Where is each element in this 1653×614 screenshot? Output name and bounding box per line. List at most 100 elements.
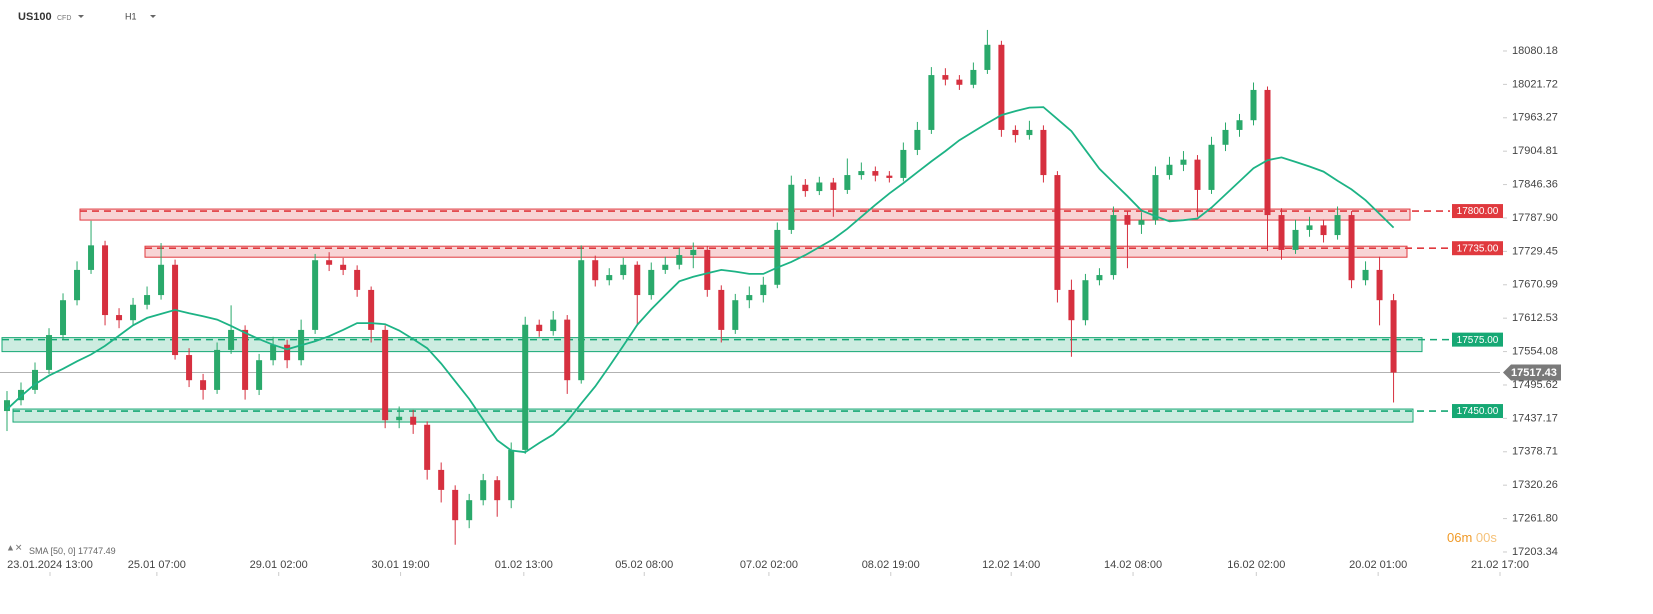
candle-body: [466, 500, 473, 521]
candle-body: [1348, 215, 1355, 281]
candle-body: [130, 304, 137, 321]
candle-body: [116, 315, 123, 321]
candle-body: [354, 269, 361, 290]
candle-body: [1054, 175, 1061, 290]
x-tick-label: 16.02 02:00: [1227, 559, 1285, 571]
y-tick-label: 17554.08: [1512, 345, 1558, 357]
candle-body: [704, 249, 711, 290]
candle-body: [1068, 289, 1075, 321]
candle-body: [886, 175, 893, 178]
candle-body: [830, 182, 837, 190]
y-tick-label: 17963.27: [1512, 112, 1558, 124]
candle-body: [858, 171, 865, 176]
candle-body: [74, 269, 81, 301]
level-tag-label: 17800.00: [1457, 206, 1499, 217]
candle-body: [900, 149, 907, 178]
x-tick-label: 23.01.2024 13:00: [7, 559, 93, 571]
y-tick-label: 17203.34: [1512, 546, 1558, 558]
timeframe-caret[interactable]: [150, 15, 156, 18]
candle-body: [326, 260, 333, 265]
y-tick-label: 18080.18: [1512, 45, 1558, 57]
current-price-tag: [1503, 364, 1561, 381]
candle-body: [634, 264, 641, 296]
x-tick-label: 14.02 08:00: [1104, 559, 1162, 571]
timeframe[interactable]: H1: [125, 11, 137, 21]
candle-body: [4, 400, 11, 412]
candle-body: [424, 424, 431, 470]
x-tick-label: 21.02 17:00: [1471, 559, 1529, 571]
symbol[interactable]: US100: [18, 11, 52, 23]
candle-body: [718, 289, 725, 330]
candle-body: [1012, 129, 1019, 136]
level-tag: [1452, 241, 1503, 256]
candle-body: [452, 489, 459, 521]
candle-body: [732, 300, 739, 330]
candle-body: [270, 344, 277, 361]
candle-body: [368, 289, 375, 330]
candle-body: [662, 264, 669, 270]
y-tick-label: 17904.81: [1512, 145, 1558, 157]
candle-body: [746, 295, 753, 301]
level-tag-label: 17450.00: [1457, 406, 1499, 417]
y-tick-label: 17787.90: [1512, 212, 1558, 224]
candle-body: [592, 260, 599, 281]
candle-body: [788, 184, 795, 230]
candle-body: [1138, 220, 1145, 225]
timer-minutes: 06m: [1447, 530, 1472, 545]
candle-body: [648, 269, 655, 296]
level-tag: [1452, 404, 1503, 419]
candle-body: [1180, 159, 1187, 165]
candle-body: [1096, 275, 1103, 281]
candle-body: [1040, 129, 1047, 176]
x-tick-label: 30.01 19:00: [371, 559, 429, 571]
level-zone: [79, 208, 1411, 221]
candle-body: [1222, 129, 1229, 145]
level-zone: [1, 337, 1423, 353]
candle-body: [1166, 164, 1173, 176]
indicator-icons[interactable]: ▲✕: [6, 542, 22, 552]
y-tick-label: 17495.62: [1512, 379, 1558, 391]
candle-body: [928, 75, 935, 130]
x-tick-label: 07.02 02:00: [740, 559, 798, 571]
current-price-label: 17517.43: [1511, 367, 1557, 379]
candle-body: [312, 260, 319, 330]
candle-body: [1264, 89, 1271, 216]
candle-body: [410, 416, 417, 425]
timer-seconds: 00s: [1476, 530, 1497, 545]
candle-body: [956, 79, 963, 85]
indicator-value: 17747.49: [78, 546, 116, 556]
candle-body: [102, 245, 109, 316]
candle-body: [606, 275, 613, 281]
instrument-type: CFD: [57, 15, 71, 22]
candle-body: [88, 245, 95, 270]
candle-body: [760, 284, 767, 296]
y-tick-label: 17729.45: [1512, 245, 1558, 257]
candle-body: [382, 329, 389, 421]
sma-line: [6, 106, 1395, 454]
candle-body: [186, 355, 193, 381]
candle-body: [1026, 129, 1033, 136]
candle-body: [564, 319, 571, 381]
candle-body: [1306, 225, 1313, 230]
candle-body: [242, 329, 249, 390]
candle-body: [158, 264, 165, 296]
candle-body: [550, 319, 557, 332]
symbol-caret[interactable]: [78, 15, 84, 18]
candle-body: [578, 260, 585, 381]
candle-body: [60, 300, 67, 336]
candle-body: [228, 329, 235, 350]
candle-body: [1208, 144, 1215, 190]
candle-body: [1278, 215, 1285, 250]
candle-body: [690, 249, 697, 256]
timer: 06m 00s: [1447, 530, 1497, 545]
candle-body: [46, 335, 53, 370]
candle-body: [872, 171, 879, 176]
candle-body: [284, 344, 291, 361]
candle-body: [396, 416, 403, 421]
candle-body: [1124, 215, 1131, 225]
x-tick-label: 08.02 19:00: [862, 559, 920, 571]
candle-body: [508, 449, 515, 501]
y-tick-label: 17320.26: [1512, 479, 1558, 491]
candle-body: [1236, 120, 1243, 130]
